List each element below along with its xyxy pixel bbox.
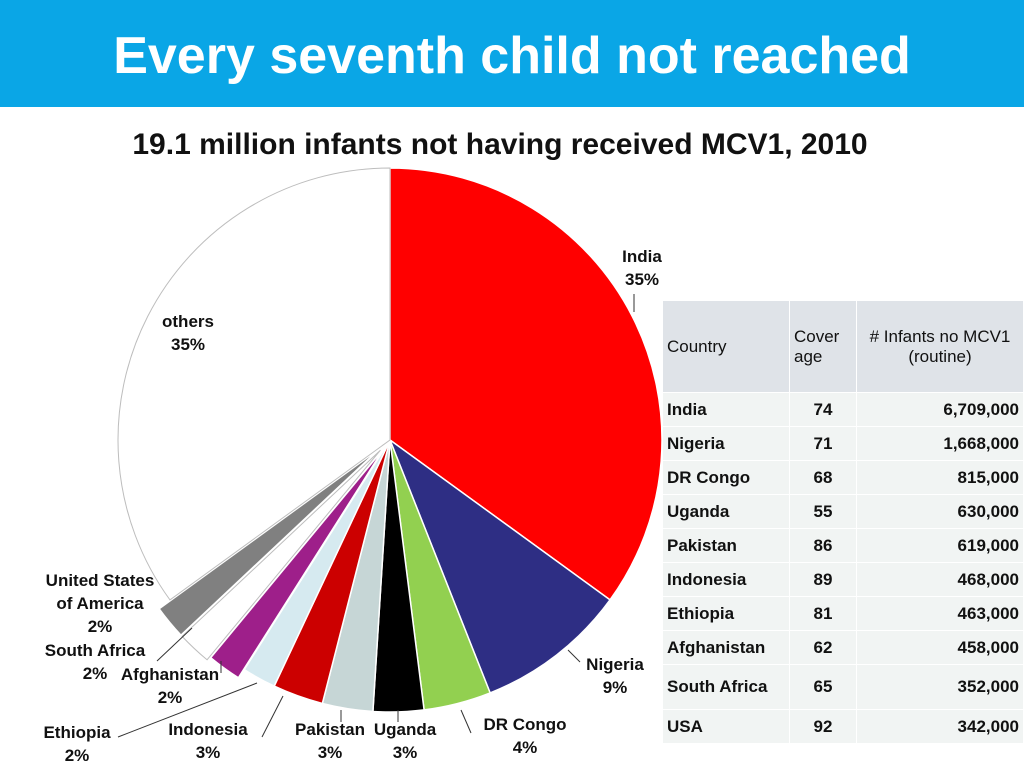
pie-slice-afghanistan (209, 447, 385, 679)
pie-slice-united-states-of-america (158, 448, 380, 637)
cell-coverage: 71 (789, 426, 857, 461)
pie-slice-others (117, 167, 391, 601)
table-row: Uganda 55 630,000 (662, 494, 1024, 529)
table-header-row: Country Cover age # Infants no MCV1 (rou… (662, 300, 1024, 393)
table-row: Nigeria 71 1,668,000 (662, 426, 1024, 461)
title-banner: Every seventh child not reached (0, 0, 1024, 107)
cell-country: Afghanistan (662, 630, 790, 665)
cell-country: Nigeria (662, 426, 790, 461)
leader-line-south-africa (156, 627, 193, 662)
slice-label-pakistan: Pakistan 3% (295, 720, 365, 762)
slice-label-india: India 35% (622, 247, 662, 289)
slice-label-afghanistan: Afghanistan 2% (121, 665, 219, 707)
slice-label-others: others 35% (162, 312, 214, 354)
cell-infants: 619,000 (856, 528, 1024, 563)
cell-infants: 6,709,000 (856, 392, 1024, 427)
cell-country: Indonesia (662, 562, 790, 597)
table-row: Pakistan 86 619,000 (662, 528, 1024, 563)
slice-label-united-states-of-america: United States of America 2% (46, 571, 155, 636)
slice-label-uganda: Uganda 3% (374, 720, 437, 762)
pie-slice-india (389, 167, 663, 601)
cell-coverage: 62 (789, 630, 857, 665)
leader-line-nigeria (567, 649, 581, 663)
cell-country: South Africa (662, 664, 790, 710)
cell-infants: 352,000 (856, 664, 1024, 710)
leader-line-indonesia (261, 695, 284, 738)
table-row: DR Congo 68 815,000 (662, 460, 1024, 495)
cell-infants: 815,000 (856, 460, 1024, 495)
cell-country: DR Congo (662, 460, 790, 495)
page-title: Every seventh child not reached (113, 27, 911, 85)
cell-infants: 342,000 (856, 709, 1024, 744)
cell-coverage: 89 (789, 562, 857, 597)
slice-label-dr-congo: DR Congo 4% (483, 715, 566, 757)
table-row: India 74 6,709,000 (662, 392, 1024, 427)
cell-coverage: 81 (789, 596, 857, 631)
slice-label-ethiopia: Ethiopia 2% (43, 723, 111, 765)
cell-coverage: 68 (789, 460, 857, 495)
slice-label-nigeria: Nigeria 9% (586, 655, 644, 697)
cell-country: Ethiopia (662, 596, 790, 631)
cell-coverage: 74 (789, 392, 857, 427)
cell-coverage: 55 (789, 494, 857, 529)
cell-coverage: 86 (789, 528, 857, 563)
table-row: South Africa 65 352,000 (662, 664, 1024, 710)
cell-country: Pakistan (662, 528, 790, 563)
header-country: Country (662, 300, 790, 393)
cell-country: USA (662, 709, 790, 744)
leader-line-ethiopia (117, 682, 258, 738)
cell-infants: 463,000 (856, 596, 1024, 631)
cell-infants: 458,000 (856, 630, 1024, 665)
table-row: Ethiopia 81 463,000 (662, 596, 1024, 631)
leader-line-dr-congo (460, 709, 472, 734)
header-infants: # Infants no MCV1 (routine) (856, 300, 1024, 393)
pie-slice-nigeria (388, 437, 612, 694)
cell-infants: 468,000 (856, 562, 1024, 597)
cell-coverage: 65 (789, 664, 857, 710)
chart-title: 19.1 million infants not having received… (132, 128, 868, 161)
table-row: Afghanistan 62 458,000 (662, 630, 1024, 665)
cell-infants: 630,000 (856, 494, 1024, 529)
table-row: USA 92 342,000 (662, 709, 1024, 744)
pie-slice-south-africa (181, 449, 381, 661)
country-table: Country Cover age # Infants no MCV1 (rou… (662, 300, 1024, 744)
cell-country: Uganda (662, 494, 790, 529)
cell-country: India (662, 392, 790, 427)
cell-infants: 1,668,000 (856, 426, 1024, 461)
header-coverage: Cover age (789, 300, 857, 393)
slice-label-south-africa: South Africa 2% (45, 641, 146, 683)
cell-coverage: 92 (789, 709, 857, 744)
table-row: Indonesia 89 468,000 (662, 562, 1024, 597)
slice-label-indonesia: Indonesia 3% (168, 720, 248, 762)
